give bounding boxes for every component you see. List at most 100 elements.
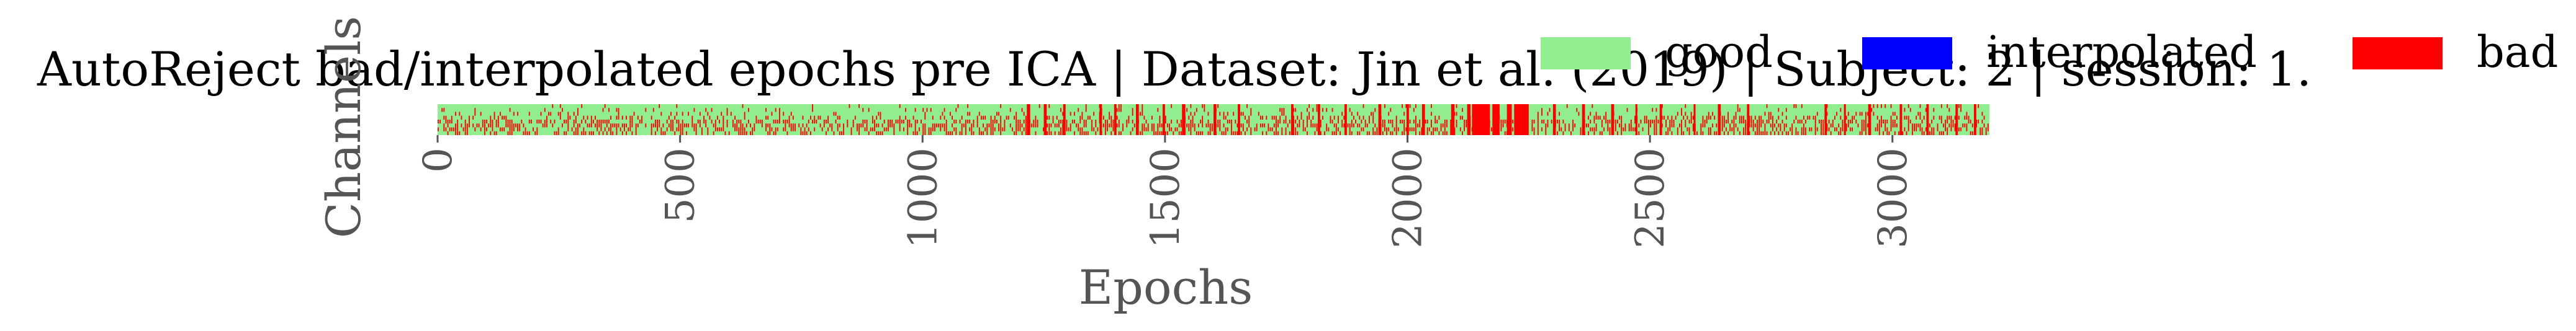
heatmap-cell-bad — [1904, 108, 1906, 112]
heatmap-cell-bad — [1917, 123, 1919, 128]
heatmap-cell-bad — [602, 120, 604, 124]
heatmap-cell-bad — [1225, 115, 1227, 120]
heatmap-cell-bad — [1881, 120, 1882, 124]
heatmap-cell-bad — [1759, 127, 1760, 131]
heatmap-cell-bad — [943, 108, 945, 112]
heatmap-cell-bad — [1593, 127, 1595, 131]
heatmap-cell-bad — [870, 127, 871, 131]
heatmap-cell-bad — [1279, 108, 1281, 112]
heatmap-cell-bad — [1621, 123, 1623, 128]
heatmap-cell-bad — [1382, 120, 1384, 124]
heatmap-cell-bad — [1919, 127, 1921, 131]
heatmap-cell-bad — [765, 108, 767, 112]
heatmap-cell-bad — [1202, 123, 1204, 128]
heatmap-cell-bad — [945, 123, 947, 128]
heatmap-cell-bad — [1628, 127, 1630, 131]
heatmap-cell-bad — [703, 120, 705, 124]
heatmap-cell-bad — [1861, 112, 1863, 116]
heatmap-cell-bad — [445, 120, 447, 124]
heatmap-cell-bad — [672, 127, 673, 131]
heatmap-cell-bad — [876, 131, 878, 135]
heatmap-cell-bad — [533, 127, 534, 131]
heatmap-cell-bad — [854, 115, 856, 120]
heatmap-cell-bad — [1648, 127, 1649, 131]
heatmap-cell-bad — [546, 123, 547, 128]
heatmap-cell-bad — [1014, 131, 1015, 135]
heatmap-cell-bad — [1966, 127, 1968, 131]
heatmap-cell-bad — [655, 123, 656, 128]
heatmap-cell-bad — [839, 131, 840, 135]
heatmap-cell-bad — [1840, 131, 1842, 135]
heatmap-cell-bad — [531, 120, 532, 124]
heatmap-cell-bad — [651, 131, 652, 135]
heatmap-cell-bad — [1559, 127, 1560, 131]
heatmap-cell-bad — [1118, 104, 1120, 108]
heatmap-cell-bad — [1834, 115, 1835, 120]
heatmap-cell-bad — [1320, 120, 1322, 124]
heatmap-cell-bad — [862, 120, 864, 124]
heatmap-cell-bad — [492, 120, 493, 124]
heatmap-cell-bad — [513, 127, 515, 131]
heatmap-cell-bad — [705, 120, 707, 124]
heatmap-cell-bad — [447, 123, 449, 128]
heatmap-cell-bad — [1000, 127, 1002, 131]
heatmap-cell-bad — [897, 120, 899, 124]
heatmap-cell-bad — [1132, 108, 1133, 112]
heatmap-cell-bad — [1863, 123, 1865, 128]
heatmap-cell-bad — [1948, 123, 1950, 128]
heatmap-cell-bad — [1549, 108, 1551, 112]
heatmap-cell-bad — [631, 123, 633, 128]
heatmap-cell-bad — [1066, 123, 1068, 128]
heatmap-cell-bad — [438, 127, 439, 131]
heatmap-cell-bad — [608, 120, 610, 124]
heatmap-cell-bad — [885, 127, 887, 131]
heatmap-cell-bad — [963, 123, 965, 128]
heatmap-cell-bad — [608, 127, 610, 131]
heatmap-cell-bad — [792, 127, 794, 131]
heatmap-cell-bad — [1892, 123, 1894, 128]
heatmap-cell-bad — [934, 123, 935, 128]
heatmap-cell-bad — [792, 115, 794, 120]
heatmap-cell-bad — [1559, 123, 1560, 128]
heatmap-bad-epoch-column — [1611, 104, 1615, 135]
heatmap-cell-bad — [986, 131, 988, 135]
heatmap-cell-bad — [1217, 123, 1219, 128]
heatmap-cell-bad — [1440, 127, 1442, 131]
heatmap-cell-bad — [1070, 127, 1071, 131]
heatmap-cell-bad — [588, 123, 590, 128]
heatmap-cell-bad — [761, 120, 763, 124]
heatmap-cell-bad — [1105, 127, 1106, 131]
heatmap-cell-bad — [1950, 115, 1952, 120]
heatmap-cell-bad — [1795, 115, 1797, 120]
heatmap-cell-bad — [1198, 123, 1199, 128]
heatmap-cell-bad — [1593, 115, 1595, 120]
heatmap-cell-bad — [1207, 120, 1209, 124]
heatmap-cell-bad — [1171, 104, 1173, 108]
heatmap-cell-bad — [1085, 120, 1087, 124]
heatmap-cell-bad — [1409, 104, 1411, 108]
heatmap-cell-bad — [1912, 127, 1913, 131]
heatmap-cell-bad — [1940, 131, 1942, 135]
heatmap-cell-bad — [577, 131, 579, 135]
heatmap-cell-bad — [1933, 108, 1935, 112]
heatmap-cell-bad — [703, 115, 705, 120]
heatmap-cell-bad — [1923, 131, 1925, 135]
heatmap-cell-bad — [631, 120, 633, 124]
heatmap-cell-bad — [610, 127, 611, 131]
heatmap-cell-bad — [1132, 120, 1133, 124]
heatmap-cell-bad — [1376, 131, 1378, 135]
heatmap-cell-bad — [443, 127, 445, 131]
heatmap-cell-bad — [1700, 131, 1702, 135]
heatmap-cell-bad — [486, 127, 487, 131]
heatmap-cell-bad — [1633, 127, 1634, 131]
heatmap-bad-epoch-column — [1635, 104, 1637, 135]
heatmap-cell-bad — [788, 123, 790, 128]
heatmap-cell-bad — [990, 115, 992, 120]
heatmap-cell-bad — [577, 127, 579, 131]
heatmap-cell-bad — [1888, 131, 1890, 135]
heatmap-cell-bad — [1907, 115, 1909, 120]
heatmap-cell-bad — [833, 131, 835, 135]
heatmap-cell-bad — [1778, 115, 1780, 120]
heatmap-row-channel-6 — [443, 123, 1989, 128]
heatmap-cell-bad — [1652, 108, 1654, 112]
